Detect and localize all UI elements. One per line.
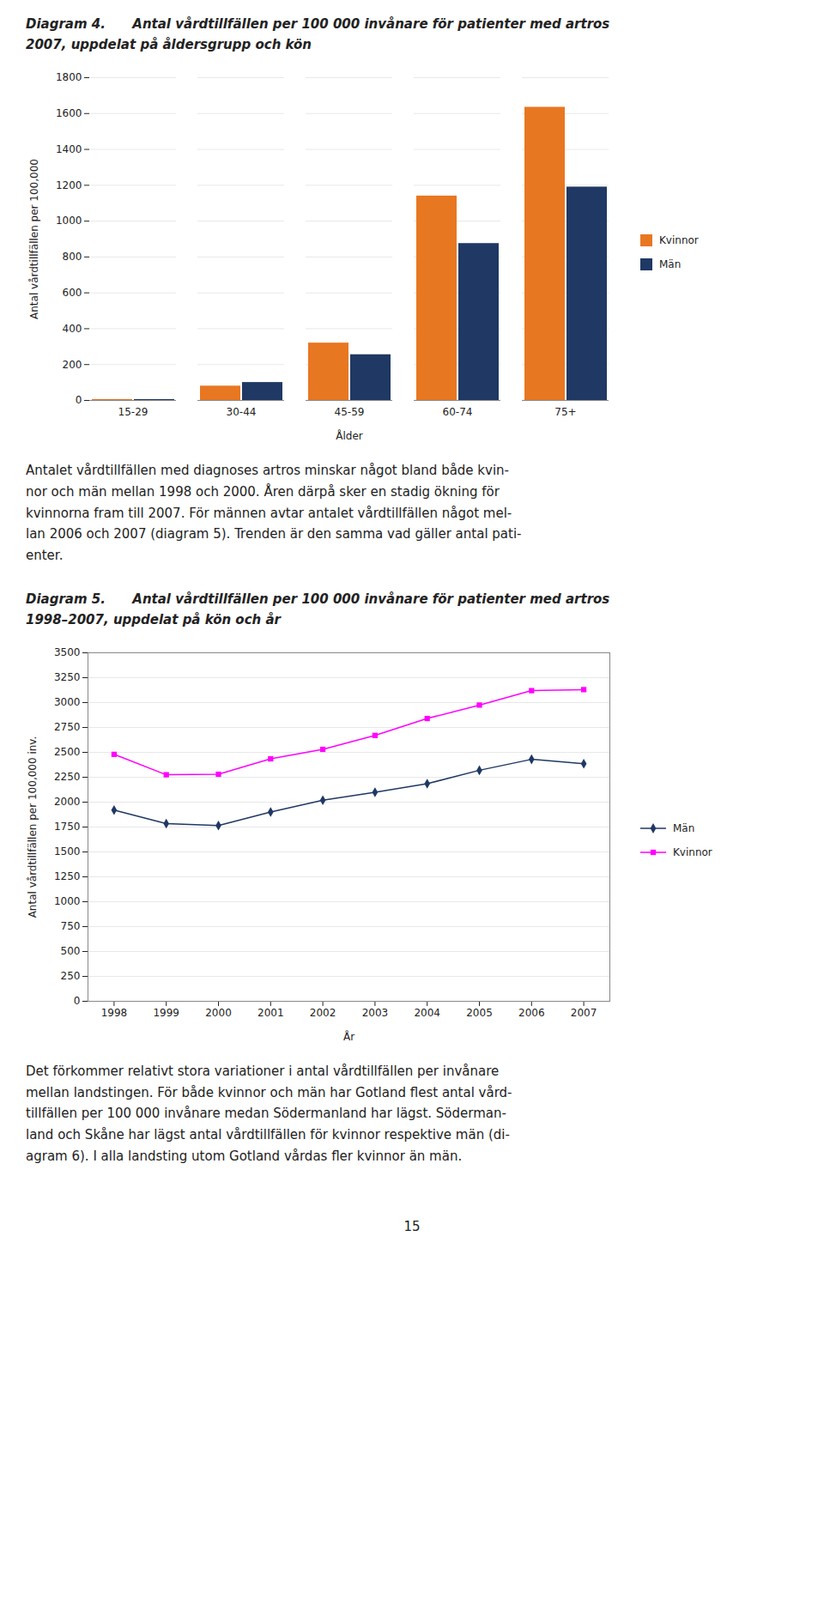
svg-text:200: 200 [62,358,83,371]
svg-text:1000: 1000 [55,214,83,227]
html-text:Antalet vårdtillfällen med dia: Antalet vårdtillfällen med diagnoses art… [25,462,522,564]
svg-text:250: 250 [60,969,81,982]
svg-text:2004: 2004 [413,1006,441,1019]
svg-text:1800: 1800 [55,71,83,84]
svg-text:1000: 1000 [54,895,81,908]
svg-text:1200: 1200 [55,179,83,192]
svg-text:30-44: 30-44 [226,405,257,419]
svg-text:2005: 2005 [466,1006,493,1019]
svg-text:2250: 2250 [54,770,81,783]
svg-text:2007: 2007 [570,1006,598,1019]
svg-text:2500: 2500 [54,745,81,758]
svg-text:3000: 3000 [54,696,81,709]
svg-text:0: 0 [75,393,83,406]
svg-text:Antal vårdtillfällen per 100,0: Antal vårdtillfällen per 100,000 [28,158,41,320]
svg-text:45-59: 45-59 [334,405,365,419]
svg-text:500: 500 [60,945,81,958]
svg-text:Antal vårdtillfällen per 100,0: Antal vårdtillfällen per 100,000 inv. [26,735,39,918]
svg-text:400: 400 [62,322,83,335]
svg-text:3500: 3500 [54,646,81,659]
svg-text:1750: 1750 [54,820,81,833]
svg-text:750: 750 [60,920,81,933]
svg-text:2000: 2000 [54,795,81,808]
svg-text:Ålder: Ålder [335,429,364,443]
svg-text:800: 800 [62,250,83,263]
html-text:Diagram 5. Antal vårdtillfälle: Diagram 5. Antal vårdtillfällen per 100 … [25,591,610,628]
html-text:Kvinnor: Kvinnor [659,234,699,247]
svg-text:2002: 2002 [309,1006,337,1019]
html-text:Män: Män [672,822,695,835]
svg-text:60-74: 60-74 [442,405,473,419]
svg-text:15-29: 15-29 [118,405,149,419]
svg-text:1998: 1998 [101,1006,128,1019]
svg-text:0: 0 [73,994,81,1007]
svg-text:1400: 1400 [55,143,83,156]
svg-text:2003: 2003 [362,1006,389,1019]
html-text:Det förkommer relativt stora v: Det förkommer relativt stora variationer… [25,1063,512,1164]
svg-text:År: År [343,1029,355,1043]
svg-text:2000: 2000 [205,1006,232,1019]
svg-text:3250: 3250 [54,671,81,684]
html-text:15: 15 [403,1218,421,1234]
svg-text:600: 600 [62,286,83,299]
svg-text:1999: 1999 [152,1006,180,1019]
html-text:Diagram 4. Antal vårdtillfälle: Diagram 4. Antal vårdtillfällen per 100 … [25,16,610,53]
svg-text:2750: 2750 [54,721,81,734]
svg-text:1250: 1250 [54,870,81,883]
svg-text:1500: 1500 [54,845,81,858]
svg-text:75+: 75+ [554,405,576,419]
svg-text:2001: 2001 [257,1006,285,1019]
svg-text:2006: 2006 [518,1006,546,1019]
svg-text:1600: 1600 [55,107,83,120]
html-text:Kvinnor: Kvinnor [672,846,713,859]
html-text:Män: Män [659,258,681,271]
